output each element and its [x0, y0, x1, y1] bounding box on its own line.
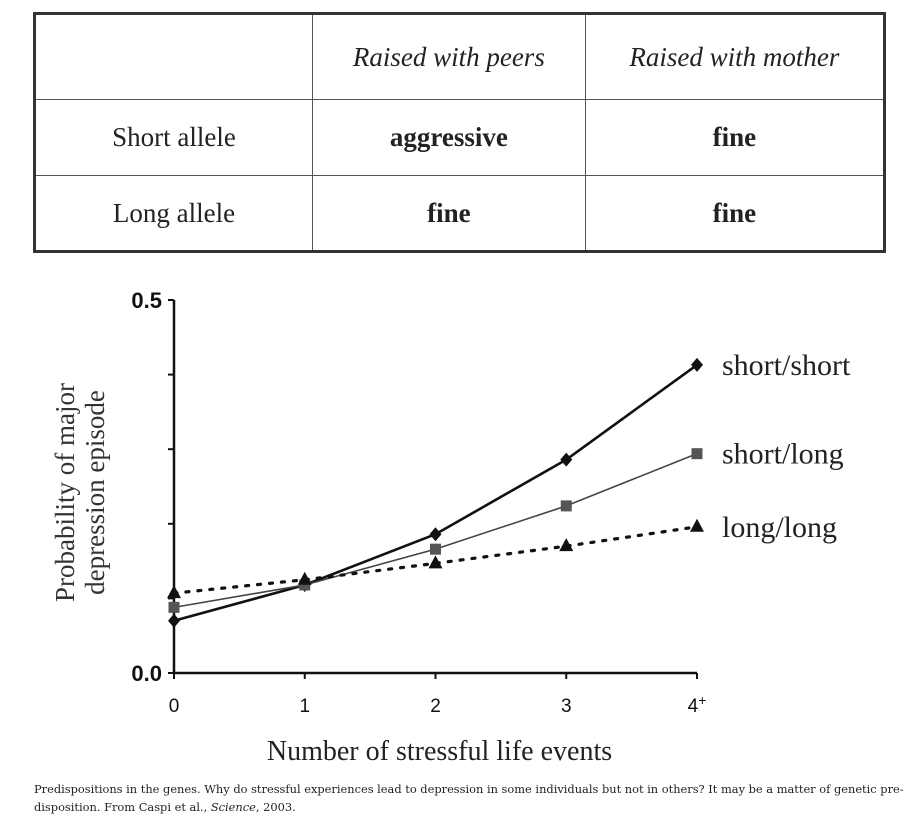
data-point-long-long: [559, 538, 574, 552]
series-label-short-long: short/long: [722, 438, 844, 471]
series-label-long-long: long/long: [722, 511, 837, 544]
table-row: Long allele fine fine: [34, 175, 886, 252]
table-cell: fine: [312, 175, 586, 252]
data-point-short-long: [299, 579, 311, 591]
table-header-row: Raised with peers Raised with mother: [34, 13, 886, 100]
column-header-mother: Raised with mother: [584, 13, 886, 100]
table-cell: fine: [584, 99, 886, 176]
table-cell: aggressive: [312, 99, 586, 176]
y-tick-label: 0.0: [131, 661, 162, 686]
x-tick-label-superscript: +: [698, 692, 706, 708]
data-point-long-long: [428, 555, 443, 569]
genotype-environment-table: Raised with peers Raised with mother Sho…: [33, 12, 886, 253]
series-line-short-short: [173, 363, 698, 623]
table-row: Short allele aggressive fine: [34, 99, 886, 176]
x-tick-label: 3: [561, 696, 572, 717]
data-point-long-long: [297, 571, 312, 585]
table-corner-cell: [34, 13, 313, 100]
column-header-peers: Raised with peers: [312, 13, 586, 100]
data-point-short-short: [429, 527, 442, 542]
y-axis-label: Probability of major: [50, 383, 80, 602]
table-cell: fine: [584, 175, 886, 252]
data-point-short-short: [168, 613, 180, 628]
data-point-short-long: [430, 543, 441, 555]
y-axis-label: depression episode: [80, 390, 110, 595]
x-axis-label: Number of stressful life events: [267, 736, 612, 767]
x-tick-label: 0: [169, 696, 180, 717]
data-point-short-short: [560, 452, 573, 467]
x-tick-label: 1: [299, 696, 310, 717]
figure-caption: Predispositions in the genes. Why do str…: [34, 780, 904, 816]
x-tick-label: 2: [430, 696, 441, 717]
row-label: Short allele: [34, 99, 313, 176]
caption-year: , 2003.: [255, 800, 296, 814]
data-point-short-short: [691, 357, 703, 372]
data-point-short-long: [691, 448, 703, 460]
caption-journal: Science: [210, 800, 256, 814]
data-point-short-long: [560, 500, 572, 512]
depression-probability-chart: 0.5 0.0 0 1 2 3 4+ Number of stressful life eve…: [50, 288, 851, 767]
x-tick-label: 4+: [688, 692, 707, 717]
data-point-short-long: [168, 601, 180, 613]
data-point-long-long: [690, 518, 704, 532]
y-tick-label: 0.5: [131, 288, 162, 313]
series-label-short-short: short/short: [722, 349, 851, 382]
caption-text: Predispositions in the genes. Why do str…: [34, 782, 904, 814]
data-point-long-long: [167, 585, 181, 599]
row-label: Long allele: [34, 175, 313, 252]
